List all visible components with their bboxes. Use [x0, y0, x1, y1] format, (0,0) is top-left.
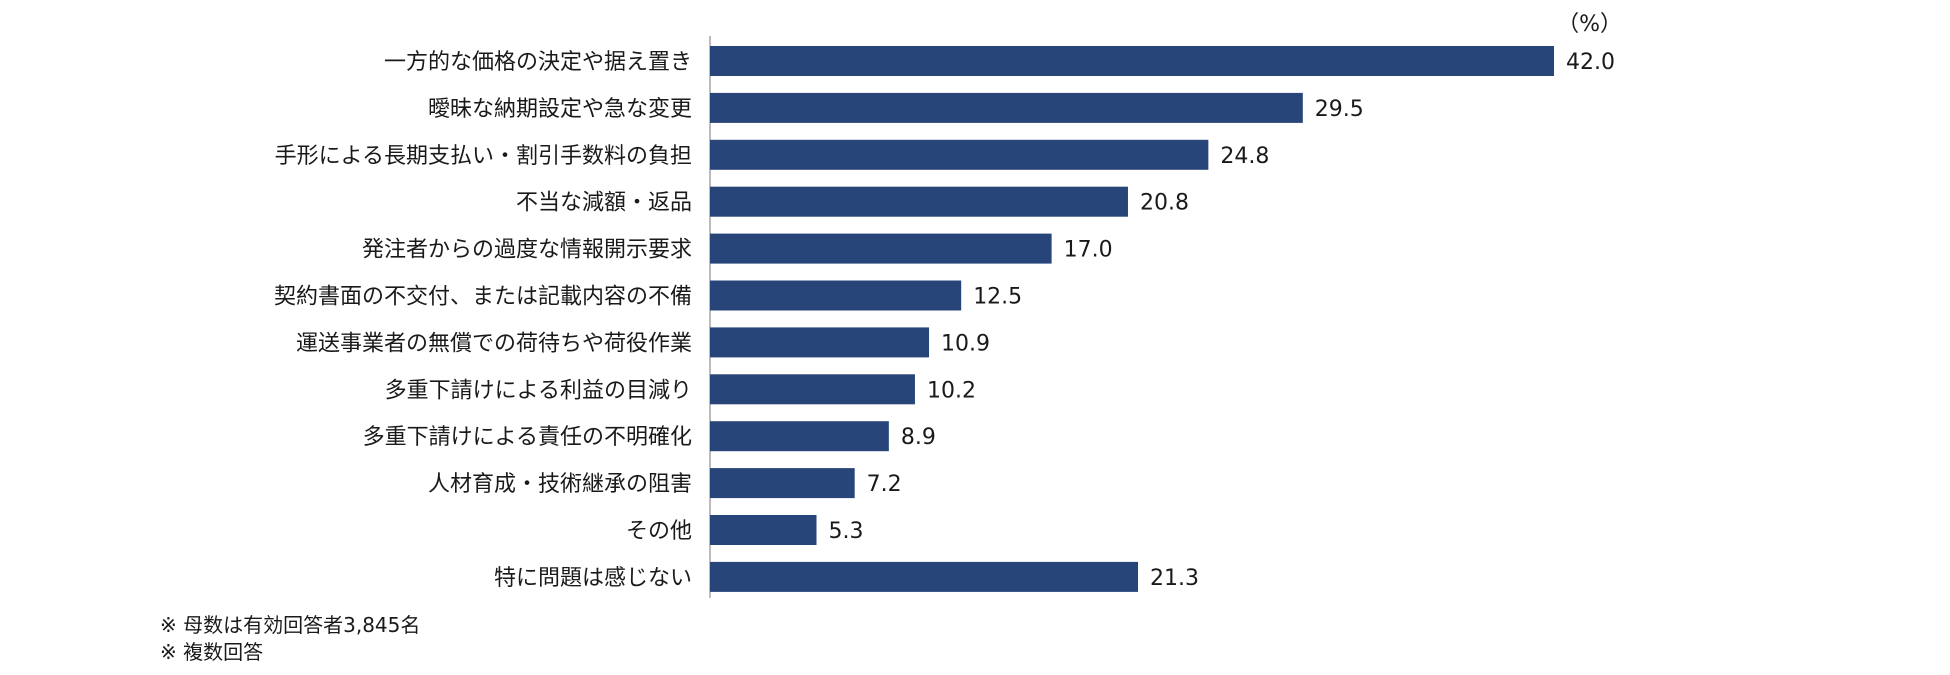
category-label-3: 不当な減額・返品 — [516, 191, 692, 216]
bar-10 — [710, 515, 817, 545]
bars-group: 一方的な価格の決定や据え置き 42.0 曖昧な納期設定や急な変更 29.5 手形による長… — [274, 46, 1615, 592]
value-label-2: 24.8 — [1220, 144, 1269, 169]
bar-0 — [710, 46, 1554, 76]
bar-4 — [710, 233, 1052, 264]
bar-5 — [710, 280, 962, 311]
unit-label: （%） — [1557, 12, 1622, 37]
footnote-base: ※ 母数は有効回答者3,845名 — [160, 613, 421, 637]
chart: （%） 一方的な価格の決定や据え置き 42.0 曖昧な納期設定や急な変更 29.5 手形… — [274, 12, 1622, 598]
category-label-10: その他 — [626, 519, 692, 544]
bar-9 — [710, 468, 855, 499]
value-label-0: 42.0 — [1566, 50, 1615, 75]
value-label-6: 10.9 — [941, 331, 990, 356]
bar-1 — [710, 92, 1303, 123]
bar-2 — [710, 139, 1209, 170]
bar-3 — [710, 186, 1128, 217]
value-label-11: 21.3 — [1150, 566, 1199, 591]
bar-chart-svg: （%） 一方的な価格の決定や据え置き 42.0 曖昧な納期設定や急な変更 29.5 手形… — [274, 12, 1622, 598]
value-label-7: 10.2 — [927, 378, 976, 403]
category-label-2: 手形による長期支払い・割引手数料の負担 — [275, 144, 692, 169]
value-label-5: 12.5 — [973, 285, 1022, 310]
value-label-3: 20.8 — [1140, 191, 1189, 216]
category-label-1: 曖昧な納期設定や急な変更 — [428, 97, 692, 122]
bar-11 — [710, 561, 1139, 592]
category-label-9: 人材育成・技術継承の阻害 — [428, 472, 692, 497]
value-label-4: 17.0 — [1064, 238, 1113, 263]
footnote-multiple-answers: ※ 複数回答 — [160, 640, 264, 664]
value-label-10: 5.3 — [829, 519, 864, 544]
category-label-8: 多重下請けによる責任の不明確化 — [363, 425, 692, 450]
category-label-5: 契約書面の不交付、または記載内容の不備 — [274, 285, 692, 310]
value-label-1: 29.5 — [1315, 97, 1364, 122]
category-label-7: 多重下請けによる利益の目減り — [385, 378, 692, 403]
category-label-6: 運送事業者の無償での荷待ちや荷役作業 — [296, 331, 692, 356]
bar-7 — [710, 374, 915, 405]
category-label-11: 特に問題は感じない — [494, 566, 692, 591]
category-label-4: 発注者からの過度な情報開示要求 — [362, 238, 692, 263]
category-label-0: 一方的な価格の決定や据え置き — [384, 50, 692, 75]
bar-8 — [710, 421, 889, 452]
footnotes: ※ 母数は有効回答者3,845名 ※ 複数回答 — [160, 612, 420, 666]
bar-6 — [710, 327, 930, 358]
value-label-8: 8.9 — [901, 425, 936, 450]
value-label-9: 7.2 — [867, 472, 902, 497]
